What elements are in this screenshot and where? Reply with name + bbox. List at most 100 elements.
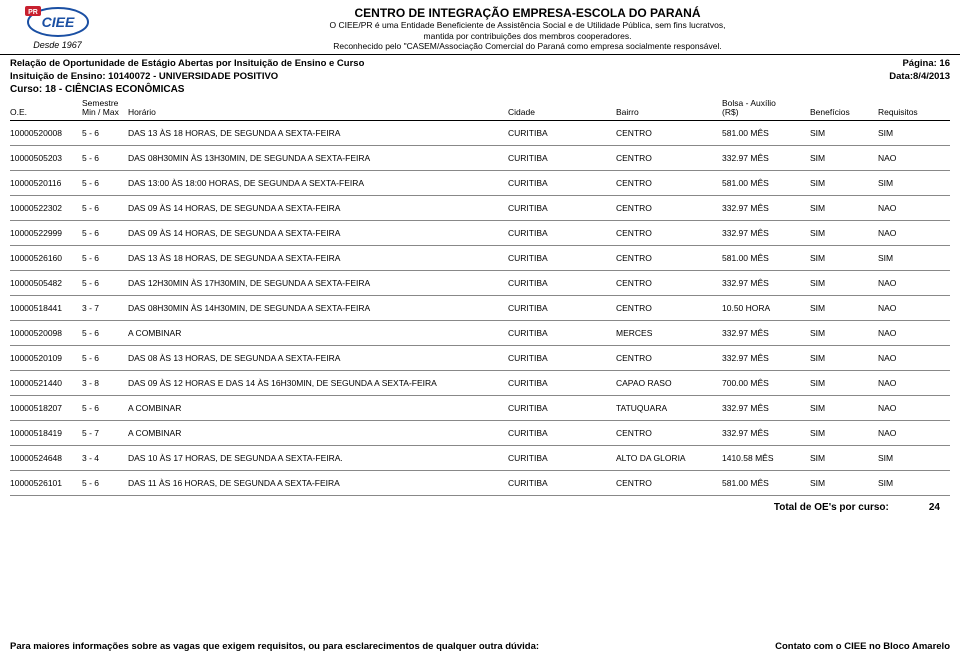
desde-label: Desde 1967 <box>10 40 105 50</box>
cell-bol: 332.97 MÊS <box>722 328 810 338</box>
col-req: Requisitos <box>878 99 940 118</box>
cell-bai: CENTRO <box>616 153 722 163</box>
cell-bol: 332.97 MÊS <box>722 428 810 438</box>
cell-sem: 5 - 6 <box>82 278 128 288</box>
inst-row: Insituição de Ensino: 10140072 - UNIVERS… <box>0 69 960 82</box>
cell-oe: 10000522999 <box>10 228 82 238</box>
cell-ben: SIM <box>810 453 878 463</box>
col-hor-label: Horário <box>128 107 156 117</box>
cell-oe: 10000521440 <box>10 378 82 388</box>
cell-cid: CURITIBA <box>508 353 616 363</box>
cell-oe: 10000505482 <box>10 278 82 288</box>
table-body: 100005200085 - 6DAS 13 ÀS 18 HORAS, DE S… <box>10 121 950 496</box>
cell-ben: SIM <box>810 228 878 238</box>
cell-bai: CENTRO <box>616 478 722 488</box>
cell-req: SIM <box>878 128 940 138</box>
cell-req: NAO <box>878 153 940 163</box>
table-row: 100005246483 - 4DAS 10 ÀS 17 HORAS, DE S… <box>10 446 950 471</box>
cell-ben: SIM <box>810 203 878 213</box>
cell-cid: CURITIBA <box>508 203 616 213</box>
cell-hor: A COMBINAR <box>128 403 508 413</box>
cell-sem: 5 - 6 <box>82 178 128 188</box>
cell-hor: DAS 09 ÀS 14 HORAS, DE SEGUNDA A SEXTA-F… <box>128 228 508 238</box>
cell-bol: 1410.58 MÊS <box>722 453 810 463</box>
cell-cid: CURITIBA <box>508 378 616 388</box>
cell-ben: SIM <box>810 253 878 263</box>
cell-sem: 3 - 4 <box>82 453 128 463</box>
org-sub-2: mantida por contribuições dos membros co… <box>105 31 950 42</box>
cell-hor: DAS 08 ÀS 13 HORAS, DE SEGUNDA A SEXTA-F… <box>128 353 508 363</box>
cell-bol: 700.00 MÊS <box>722 378 810 388</box>
instituicao-label: Insituição de Ensino: 10140072 - UNIVERS… <box>10 71 278 82</box>
cell-bol: 332.97 MÊS <box>722 228 810 238</box>
col-oe-label: O.E. <box>10 107 27 117</box>
meta-row: Relação de Oportunidade de Estágio Abert… <box>0 55 960 69</box>
curso-row: Curso: 18 - CIÊNCIAS ECONÔMICAS <box>0 82 960 99</box>
svg-text:PR: PR <box>28 9 38 16</box>
cell-bai: CENTRO <box>616 128 722 138</box>
table-row: 100005201095 - 6DAS 08 ÀS 13 HORAS, DE S… <box>10 346 950 371</box>
cell-hor: DAS 13 ÀS 18 HORAS, DE SEGUNDA A SEXTA-F… <box>128 253 508 263</box>
ciee-logo-icon: CIEE PR <box>23 4 93 38</box>
cell-hor: A COMBINAR <box>128 328 508 338</box>
col-cid: Cidade <box>508 99 616 118</box>
cell-ben: SIM <box>810 353 878 363</box>
cell-bai: CENTRO <box>616 178 722 188</box>
cell-ben: SIM <box>810 128 878 138</box>
cell-bol: 332.97 MÊS <box>722 203 810 213</box>
cell-bai: MERCES <box>616 328 722 338</box>
cell-sem: 5 - 6 <box>82 328 128 338</box>
cell-req: NAO <box>878 428 940 438</box>
cell-req: NAO <box>878 203 940 213</box>
cell-cid: CURITIBA <box>508 253 616 263</box>
table-row: 100005261015 - 6DAS 11 ÀS 16 HORAS, DE S… <box>10 471 950 496</box>
cell-oe: 10000520008 <box>10 128 82 138</box>
col-oe: O.E. <box>10 99 82 118</box>
table-row: 100005200085 - 6DAS 13 ÀS 18 HORAS, DE S… <box>10 121 950 146</box>
cell-sem: 5 - 6 <box>82 403 128 413</box>
cell-cid: CURITIBA <box>508 403 616 413</box>
cell-sem: 3 - 8 <box>82 378 128 388</box>
cell-hor: A COMBINAR <box>128 428 508 438</box>
cell-bol: 332.97 MÊS <box>722 278 810 288</box>
cell-sem: 3 - 7 <box>82 303 128 313</box>
cell-req: NAO <box>878 328 940 338</box>
cell-req: NAO <box>878 353 940 363</box>
org-sub-3: Reconhecido pelo "CASEM/Associação Comer… <box>105 41 950 52</box>
cell-bai: ALTO DA GLORIA <box>616 453 722 463</box>
cell-req: NAO <box>878 378 940 388</box>
table-row: 100005214403 - 8DAS 09 ÀS 12 HORAS E DAS… <box>10 371 950 396</box>
cell-bai: CENTRO <box>616 303 722 313</box>
cell-bol: 581.00 MÊS <box>722 178 810 188</box>
cell-req: SIM <box>878 478 940 488</box>
cell-bol: 332.97 MÊS <box>722 153 810 163</box>
table-row: 100005201165 - 6DAS 13:00 ÀS 18:00 HORAS… <box>10 171 950 196</box>
cell-ben: SIM <box>810 478 878 488</box>
cell-req: NAO <box>878 303 940 313</box>
cell-oe: 10000526101 <box>10 478 82 488</box>
cell-cid: CURITIBA <box>508 453 616 463</box>
cell-ben: SIM <box>810 178 878 188</box>
col-hor: Horário <box>128 99 508 118</box>
cell-hor: DAS 13 ÀS 18 HORAS, DE SEGUNDA A SEXTA-F… <box>128 128 508 138</box>
cell-bai: CENTRO <box>616 428 722 438</box>
org-title: CENTRO DE INTEGRAÇÃO EMPRESA-ESCOLA DO P… <box>105 6 950 20</box>
cell-ben: SIM <box>810 303 878 313</box>
cell-cid: CURITIBA <box>508 278 616 288</box>
cell-oe: 10000505203 <box>10 153 82 163</box>
cell-sem: 5 - 6 <box>82 353 128 363</box>
cell-sem: 5 - 6 <box>82 253 128 263</box>
footer-right: Contato com o CIEE no Bloco Amarelo <box>775 641 950 652</box>
cell-req: SIM <box>878 453 940 463</box>
cell-bol: 581.00 MÊS <box>722 478 810 488</box>
col-cid-label: Cidade <box>508 107 535 117</box>
cell-hor: DAS 10 ÀS 17 HORAS, DE SEGUNDA A SEXTA-F… <box>128 453 508 463</box>
cell-bai: CENTRO <box>616 353 722 363</box>
cell-cid: CURITIBA <box>508 303 616 313</box>
cell-sem: 5 - 7 <box>82 428 128 438</box>
cell-req: NAO <box>878 278 940 288</box>
cell-bol: 332.97 MÊS <box>722 353 810 363</box>
table-row: 100005184413 - 7DAS 08H30MIN ÀS 14H30MIN… <box>10 296 950 321</box>
table-row: 100005229995 - 6DAS 09 ÀS 14 HORAS, DE S… <box>10 221 950 246</box>
cell-ben: SIM <box>810 278 878 288</box>
